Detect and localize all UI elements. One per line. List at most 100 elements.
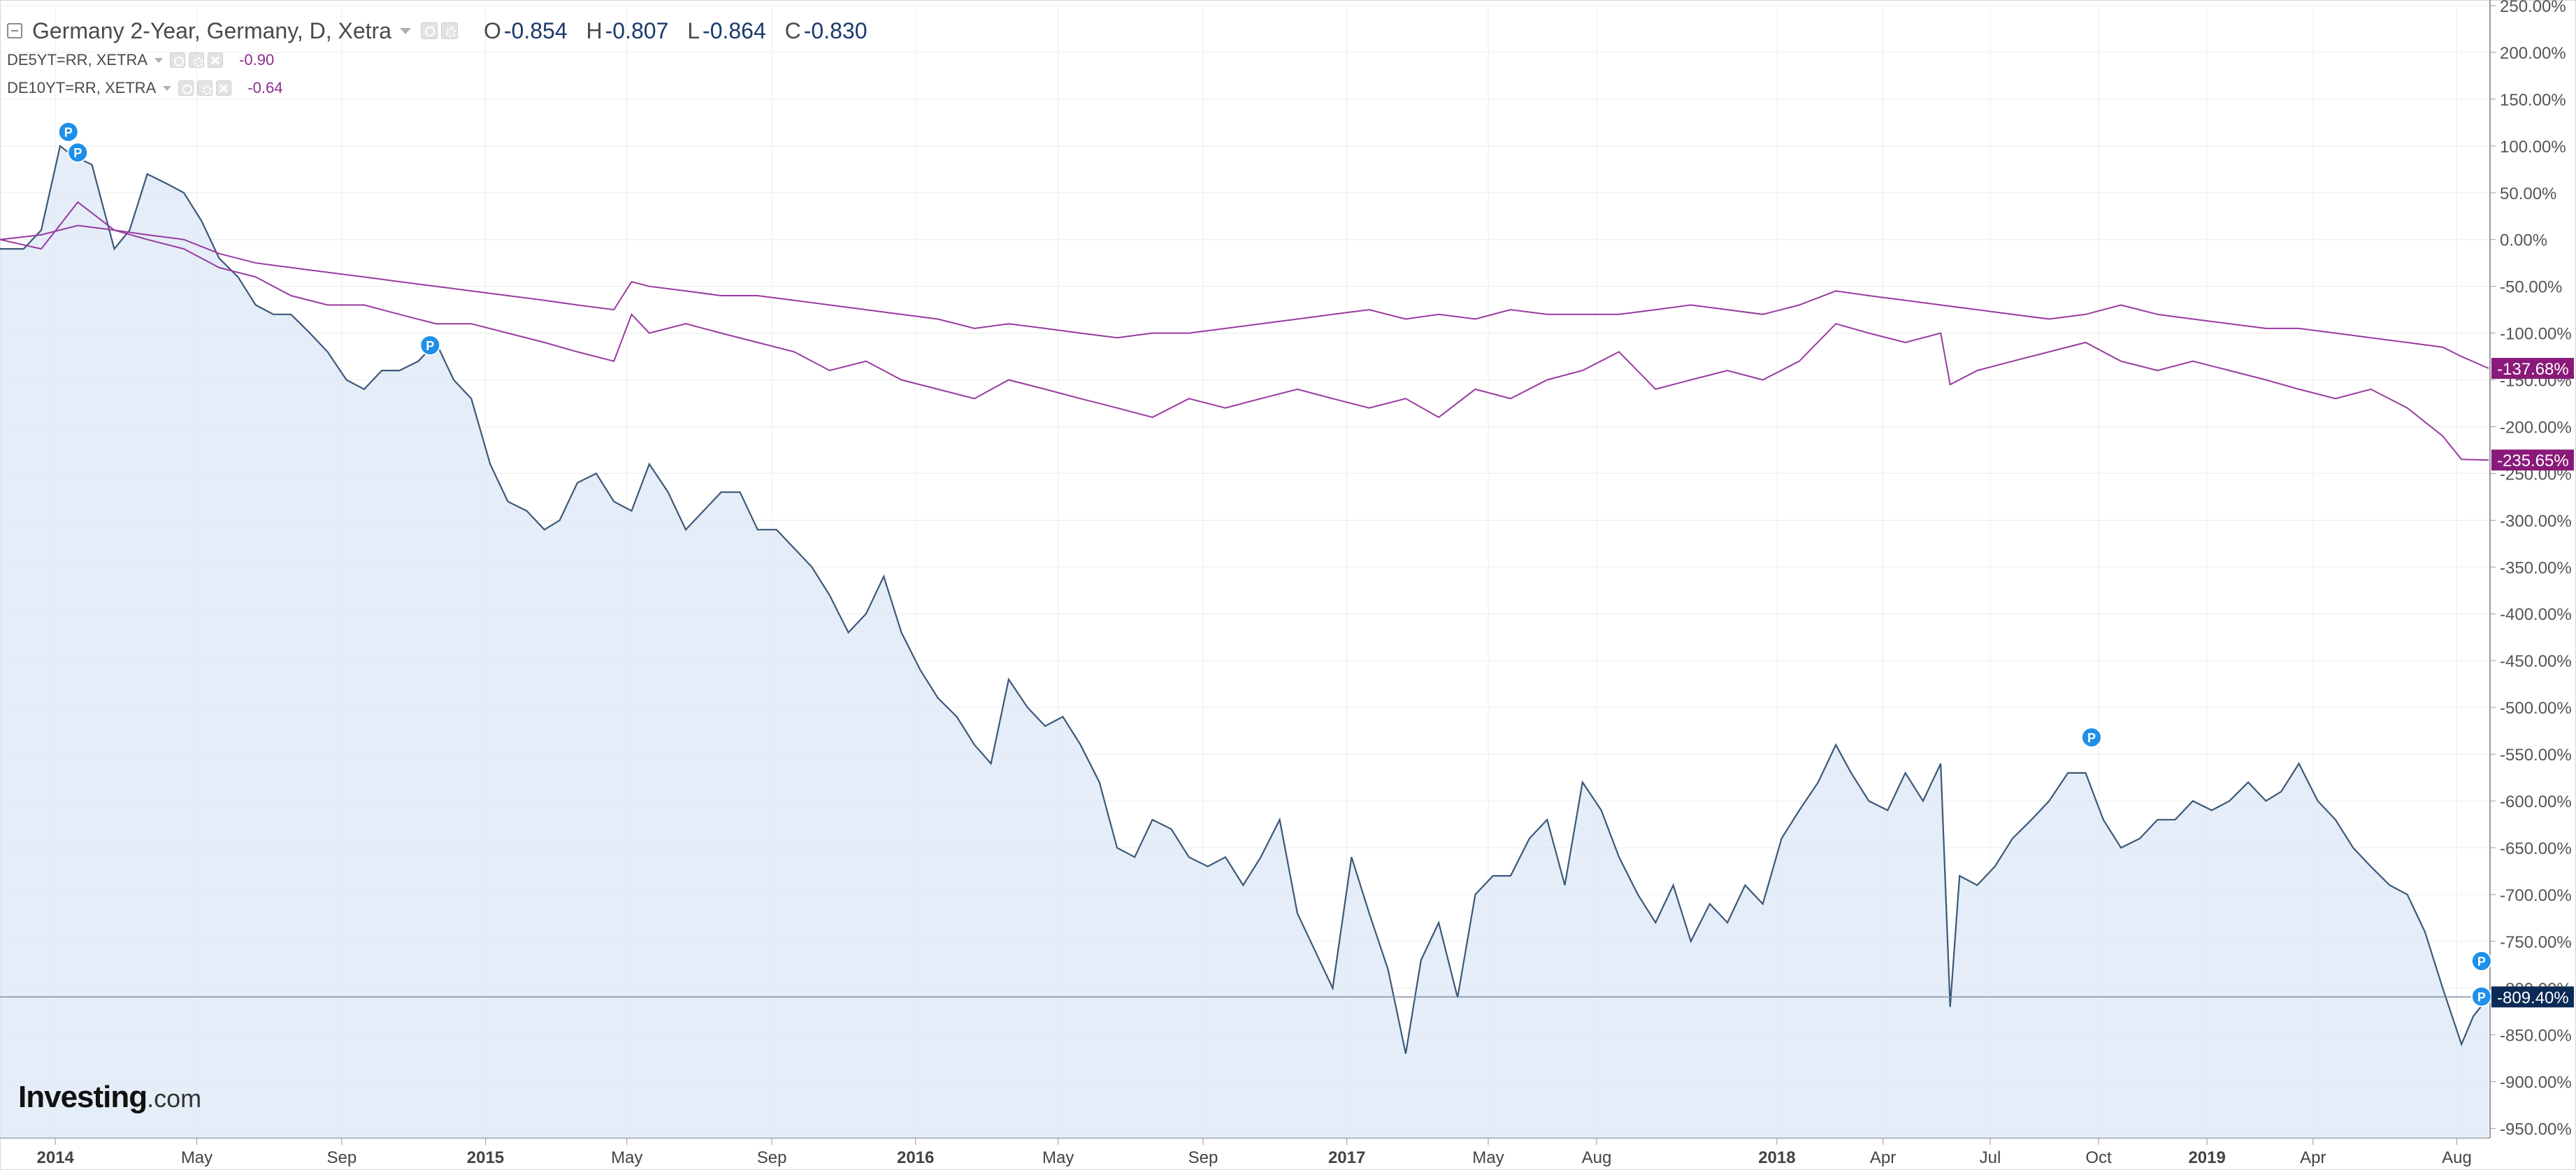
p-marker-circle bbox=[67, 142, 89, 164]
y-tick-label: -500.00% bbox=[2500, 699, 2572, 718]
settings-icon[interactable] bbox=[440, 22, 458, 39]
close-value: -0.830 bbox=[803, 17, 868, 43]
investing-logo: Investing.com bbox=[18, 1080, 201, 1115]
x-tick-label: May bbox=[1472, 1148, 1504, 1167]
de10-value: -0.64 bbox=[247, 79, 283, 96]
badge-bg bbox=[2491, 358, 2574, 380]
y-tick-label: 200.00% bbox=[2500, 44, 2566, 63]
y-tick-label: -750.00% bbox=[2500, 933, 2572, 952]
de5-remove-icon[interactable] bbox=[208, 52, 224, 68]
x-tick-label: May bbox=[181, 1148, 213, 1167]
brand-name: Investing bbox=[18, 1080, 147, 1114]
main-last-value-badge: -809.40% bbox=[2491, 986, 2574, 1008]
main-series-title[interactable]: Germany 2-Year, Germany, D, Xetra bbox=[32, 17, 391, 43]
y-tick-label: -200.00% bbox=[2500, 418, 2572, 437]
de10-series-title[interactable]: DE10YT=RR, XETRA bbox=[7, 79, 157, 96]
x-tick-label: Sep bbox=[1188, 1148, 1218, 1167]
badge-text: -235.65% bbox=[2497, 452, 2569, 470]
high-label: H bbox=[586, 17, 603, 43]
y-tick-label: -850.00% bbox=[2500, 1027, 2572, 1046]
brand-domain: .com bbox=[147, 1084, 202, 1113]
visibility-icon[interactable] bbox=[420, 22, 438, 39]
y-tick-label: -50.00% bbox=[2500, 278, 2562, 297]
p-marker-label: P bbox=[2477, 990, 2486, 1004]
p-marker: P bbox=[2470, 985, 2492, 1007]
low-label: L bbox=[687, 17, 700, 43]
low-value: -0.864 bbox=[703, 17, 766, 43]
de10-last-value-badge: -137.68% bbox=[2491, 358, 2574, 380]
de5-series-title[interactable]: DE5YT=RR, XETRA bbox=[7, 51, 148, 68]
de10-visibility-icon[interactable] bbox=[178, 80, 194, 96]
x-tick-label: Aug bbox=[1582, 1148, 1612, 1167]
p-marker: P bbox=[2080, 726, 2102, 748]
de5-dropdown-icon[interactable] bbox=[154, 57, 164, 63]
x-tick-label: 2016 bbox=[897, 1148, 934, 1167]
de5-value: -0.90 bbox=[239, 51, 275, 68]
de10-settings-icon[interactable] bbox=[197, 80, 213, 96]
y-tick-label: -700.00% bbox=[2500, 886, 2572, 905]
de5-visibility-icon[interactable] bbox=[170, 52, 186, 68]
ohlc-values: O -0.854 H -0.807 L -0.864 C -0.830 bbox=[471, 18, 868, 44]
p-marker-circle bbox=[2470, 950, 2492, 972]
y-tick-label: -400.00% bbox=[2500, 605, 2572, 624]
x-tick-label: 2015 bbox=[467, 1148, 504, 1167]
close-label: C bbox=[784, 17, 801, 43]
main-series-dropdown-icon[interactable] bbox=[399, 27, 411, 34]
y-tick-label: 250.00% bbox=[2500, 0, 2566, 16]
x-tick-label: 2018 bbox=[1758, 1148, 1795, 1167]
p-marker-circle bbox=[2080, 726, 2102, 748]
x-tick-label: Oct bbox=[2085, 1148, 2112, 1167]
x-tick-label: May bbox=[1042, 1148, 1074, 1167]
y-tick-label: -350.00% bbox=[2500, 558, 2572, 577]
y-tick-label: -300.00% bbox=[2500, 512, 2572, 530]
legend-main-series[interactable]: Germany 2-Year, Germany, D, Xetra O -0.85… bbox=[7, 15, 868, 46]
badge-bg bbox=[2491, 449, 2574, 471]
badge-text: -809.40% bbox=[2497, 988, 2569, 1007]
p-marker: P bbox=[419, 335, 441, 356]
legend-de5-series[interactable]: DE5YT=RR, XETRA -0.90 bbox=[7, 46, 868, 74]
p-marker-label: P bbox=[2477, 955, 2486, 969]
collapse-legend-icon[interactable] bbox=[7, 23, 22, 38]
de10-dropdown-icon[interactable] bbox=[163, 85, 172, 91]
x-tick-label: Sep bbox=[757, 1148, 787, 1167]
y-tick-label: -100.00% bbox=[2500, 325, 2572, 344]
p-marker-circle bbox=[57, 121, 79, 143]
p-marker-circle bbox=[2470, 985, 2492, 1007]
legend-de10-series[interactable]: DE10YT=RR, XETRA -0.64 bbox=[7, 74, 868, 102]
p-marker-label: P bbox=[426, 339, 434, 353]
y-tick-label: 100.00% bbox=[2500, 138, 2566, 157]
y-tick-label: 150.00% bbox=[2500, 91, 2566, 110]
chart-legend: Germany 2-Year, Germany, D, Xetra O -0.85… bbox=[7, 15, 868, 102]
y-tick-label: -900.00% bbox=[2500, 1074, 2572, 1092]
badge-text: -137.68% bbox=[2497, 360, 2569, 379]
p-marker: P bbox=[2470, 950, 2492, 972]
p-marker-label: P bbox=[64, 126, 73, 140]
x-tick-label: 2014 bbox=[37, 1148, 75, 1167]
de10-series-line bbox=[0, 224, 2489, 369]
open-value: -0.854 bbox=[503, 17, 568, 43]
high-value: -0.807 bbox=[605, 17, 669, 43]
open-label: O bbox=[483, 17, 501, 43]
de5-last-value-badge: -235.65% bbox=[2491, 449, 2574, 471]
de10-remove-icon[interactable] bbox=[216, 80, 232, 96]
main-series-area bbox=[0, 145, 2489, 1138]
y-tick-label: -550.00% bbox=[2500, 746, 2572, 765]
y-tick-label: 0.00% bbox=[2500, 231, 2547, 250]
p-marker: P bbox=[67, 142, 89, 164]
x-tick-label: Apr bbox=[2300, 1148, 2326, 1167]
y-tick-label: -600.00% bbox=[2500, 793, 2572, 811]
x-tick-label: Sep bbox=[326, 1148, 357, 1167]
x-tick-label: Jul bbox=[1980, 1148, 2001, 1167]
x-tick-label: 2019 bbox=[2188, 1148, 2225, 1167]
de5-settings-icon[interactable] bbox=[189, 52, 205, 68]
x-tick-label: Apr bbox=[1870, 1148, 1896, 1167]
y-tick-label: -950.00% bbox=[2500, 1120, 2572, 1139]
x-tick-label: 2017 bbox=[1328, 1148, 1365, 1167]
p-marker: P bbox=[57, 121, 79, 143]
y-tick-label: -650.00% bbox=[2500, 839, 2572, 858]
x-tick-label: May bbox=[611, 1148, 642, 1167]
y-tick-label: 50.00% bbox=[2500, 185, 2556, 203]
p-marker-circle bbox=[419, 335, 441, 356]
